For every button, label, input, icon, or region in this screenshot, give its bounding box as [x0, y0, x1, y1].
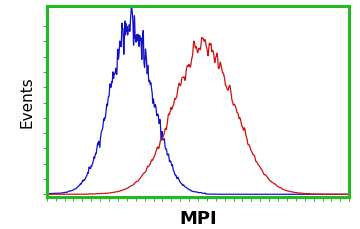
- X-axis label: MPI: MPI: [179, 209, 217, 227]
- Y-axis label: Events: Events: [20, 76, 35, 128]
